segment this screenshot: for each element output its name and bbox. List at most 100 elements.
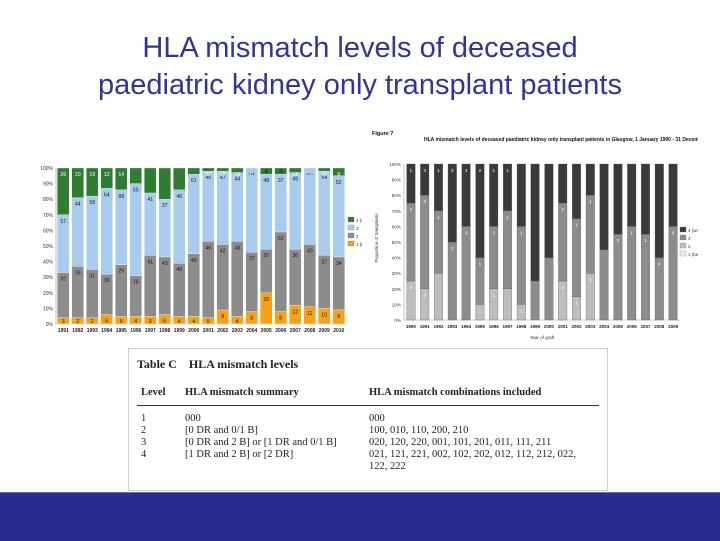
row-4-combos-line-1: 021, 121, 221, 002, 102, 202, 012, 112, … bbox=[369, 449, 576, 460]
bar-segment bbox=[202, 241, 215, 318]
data-label: 3 bbox=[451, 246, 454, 251]
data-label: 1 bbox=[630, 230, 633, 235]
bar-segment bbox=[100, 188, 113, 275]
legend-label: 2 bbox=[356, 234, 359, 239]
data-label: 1 bbox=[437, 215, 440, 220]
legend-label: 3 bbox=[356, 226, 359, 231]
x-tick-label: 1995 bbox=[116, 328, 127, 334]
data-label-top: 10 bbox=[321, 172, 327, 178]
x-tick-label: 1993 bbox=[87, 328, 98, 334]
bar-segment bbox=[461, 163, 471, 227]
bar-segment bbox=[318, 170, 331, 256]
bar-segment bbox=[489, 226, 499, 289]
bar-segment bbox=[572, 218, 581, 297]
data-label: 5 bbox=[207, 319, 210, 325]
bar-segment bbox=[231, 172, 244, 242]
bar-segment bbox=[613, 163, 623, 235]
x-tick-label: 2003 bbox=[232, 328, 243, 334]
data-label: 1 bbox=[492, 168, 495, 173]
data-label: 2 bbox=[479, 168, 482, 173]
data-label-top: 20 bbox=[75, 172, 81, 178]
x-tick-label: 2005 bbox=[261, 328, 272, 334]
slide-title: HLA mismatch levels of deceased paediatr… bbox=[0, 30, 720, 104]
row-3-summary: [0 DR and 2 B] or [1 DR and 0/1 B] bbox=[185, 437, 337, 448]
data-label: 2 bbox=[76, 319, 79, 325]
x-axis-title: Year of graft bbox=[530, 335, 555, 340]
data-label: 36 bbox=[292, 253, 298, 259]
x-tick-label: 1990 bbox=[406, 324, 417, 329]
col-header-combinations: HLA mismatch combinations included bbox=[369, 387, 542, 398]
data-label: 55 bbox=[133, 188, 139, 194]
table-label: Table C bbox=[137, 357, 177, 371]
bar-segment bbox=[173, 189, 186, 264]
y-tick-label: 40% bbox=[392, 256, 401, 261]
data-label: 1 bbox=[520, 230, 523, 235]
bar-segment bbox=[434, 210, 443, 274]
data-label: 37 bbox=[249, 256, 255, 262]
y-tick-label: 50% bbox=[392, 240, 401, 245]
bar-segment bbox=[544, 163, 554, 258]
x-tick-label: 1996 bbox=[489, 324, 500, 329]
bar-segment bbox=[86, 167, 99, 197]
legend-swatch bbox=[347, 216, 355, 223]
data-label: 1 bbox=[437, 168, 440, 173]
data-label: 44 bbox=[75, 202, 81, 208]
data-label: 51 bbox=[278, 236, 284, 242]
bar-segment bbox=[599, 163, 609, 250]
legend-label: 4 (worst) bbox=[688, 228, 698, 233]
data-label: 4 bbox=[134, 319, 137, 325]
data-label: 1 bbox=[589, 277, 592, 282]
legend-swatch bbox=[679, 234, 687, 241]
data-label: 40 bbox=[307, 248, 313, 254]
data-label-top: 19 bbox=[234, 172, 240, 178]
x-tick-label: 2007 bbox=[640, 324, 651, 329]
data-label: 54 bbox=[321, 175, 327, 181]
data-label: 3 bbox=[451, 168, 454, 173]
table-caption: HLA mismatch levels bbox=[188, 357, 299, 371]
data-label: 37 bbox=[162, 203, 168, 209]
row-2-level: 2 bbox=[141, 425, 147, 436]
data-label: 3 bbox=[423, 199, 426, 204]
legend-swatch bbox=[347, 232, 355, 239]
x-tick-label: 2006 bbox=[627, 324, 638, 329]
data-label: 1 bbox=[479, 262, 482, 267]
data-label: 54 bbox=[249, 172, 255, 178]
data-label: 31 bbox=[89, 273, 95, 279]
bar-segment bbox=[115, 167, 128, 190]
x-tick-label: 2007 bbox=[290, 328, 301, 334]
bar-segment bbox=[516, 226, 526, 305]
x-tick-label: 2000 bbox=[188, 328, 199, 334]
data-label: 4 bbox=[265, 169, 268, 175]
slide-title-line-1: HLA mismatch levels of deceased bbox=[142, 32, 578, 64]
data-label: 2 bbox=[423, 293, 426, 298]
table-title: Table C HLA mismatch levels bbox=[137, 357, 298, 372]
bar-segment bbox=[503, 288, 512, 321]
y-tick-label: 60% bbox=[392, 224, 401, 229]
data-label: 6 bbox=[105, 319, 108, 325]
bar-segment bbox=[503, 163, 512, 211]
bar-segment bbox=[274, 231, 287, 312]
bar-segment bbox=[668, 163, 678, 227]
col-header-summary: HLA mismatch summary bbox=[185, 387, 299, 398]
bar-segment bbox=[71, 167, 84, 198]
data-label: 1 bbox=[506, 168, 509, 173]
data-label: 4 bbox=[658, 262, 661, 267]
bar-segment bbox=[231, 241, 244, 317]
x-tick-label: 1997 bbox=[502, 324, 513, 329]
bar-segment bbox=[544, 257, 554, 321]
data-label: 42 bbox=[220, 248, 226, 254]
y-tick-label: 10% bbox=[43, 306, 54, 312]
row-1-combos: 000 bbox=[369, 413, 385, 424]
data-label: 4 bbox=[279, 169, 282, 175]
x-tick-label: 2000 bbox=[544, 324, 555, 329]
bar-segment bbox=[461, 226, 471, 321]
data-label: 57 bbox=[60, 219, 66, 225]
bar-segment bbox=[627, 163, 637, 227]
legend-label: 2 bbox=[688, 244, 691, 249]
x-tick-label: 2006 bbox=[275, 328, 286, 334]
data-label: 48 bbox=[263, 178, 269, 184]
data-label: 8 bbox=[279, 316, 282, 322]
data-label-top: 14 bbox=[118, 172, 124, 178]
data-label: 1 bbox=[644, 238, 647, 243]
data-label: 36 bbox=[104, 278, 110, 284]
